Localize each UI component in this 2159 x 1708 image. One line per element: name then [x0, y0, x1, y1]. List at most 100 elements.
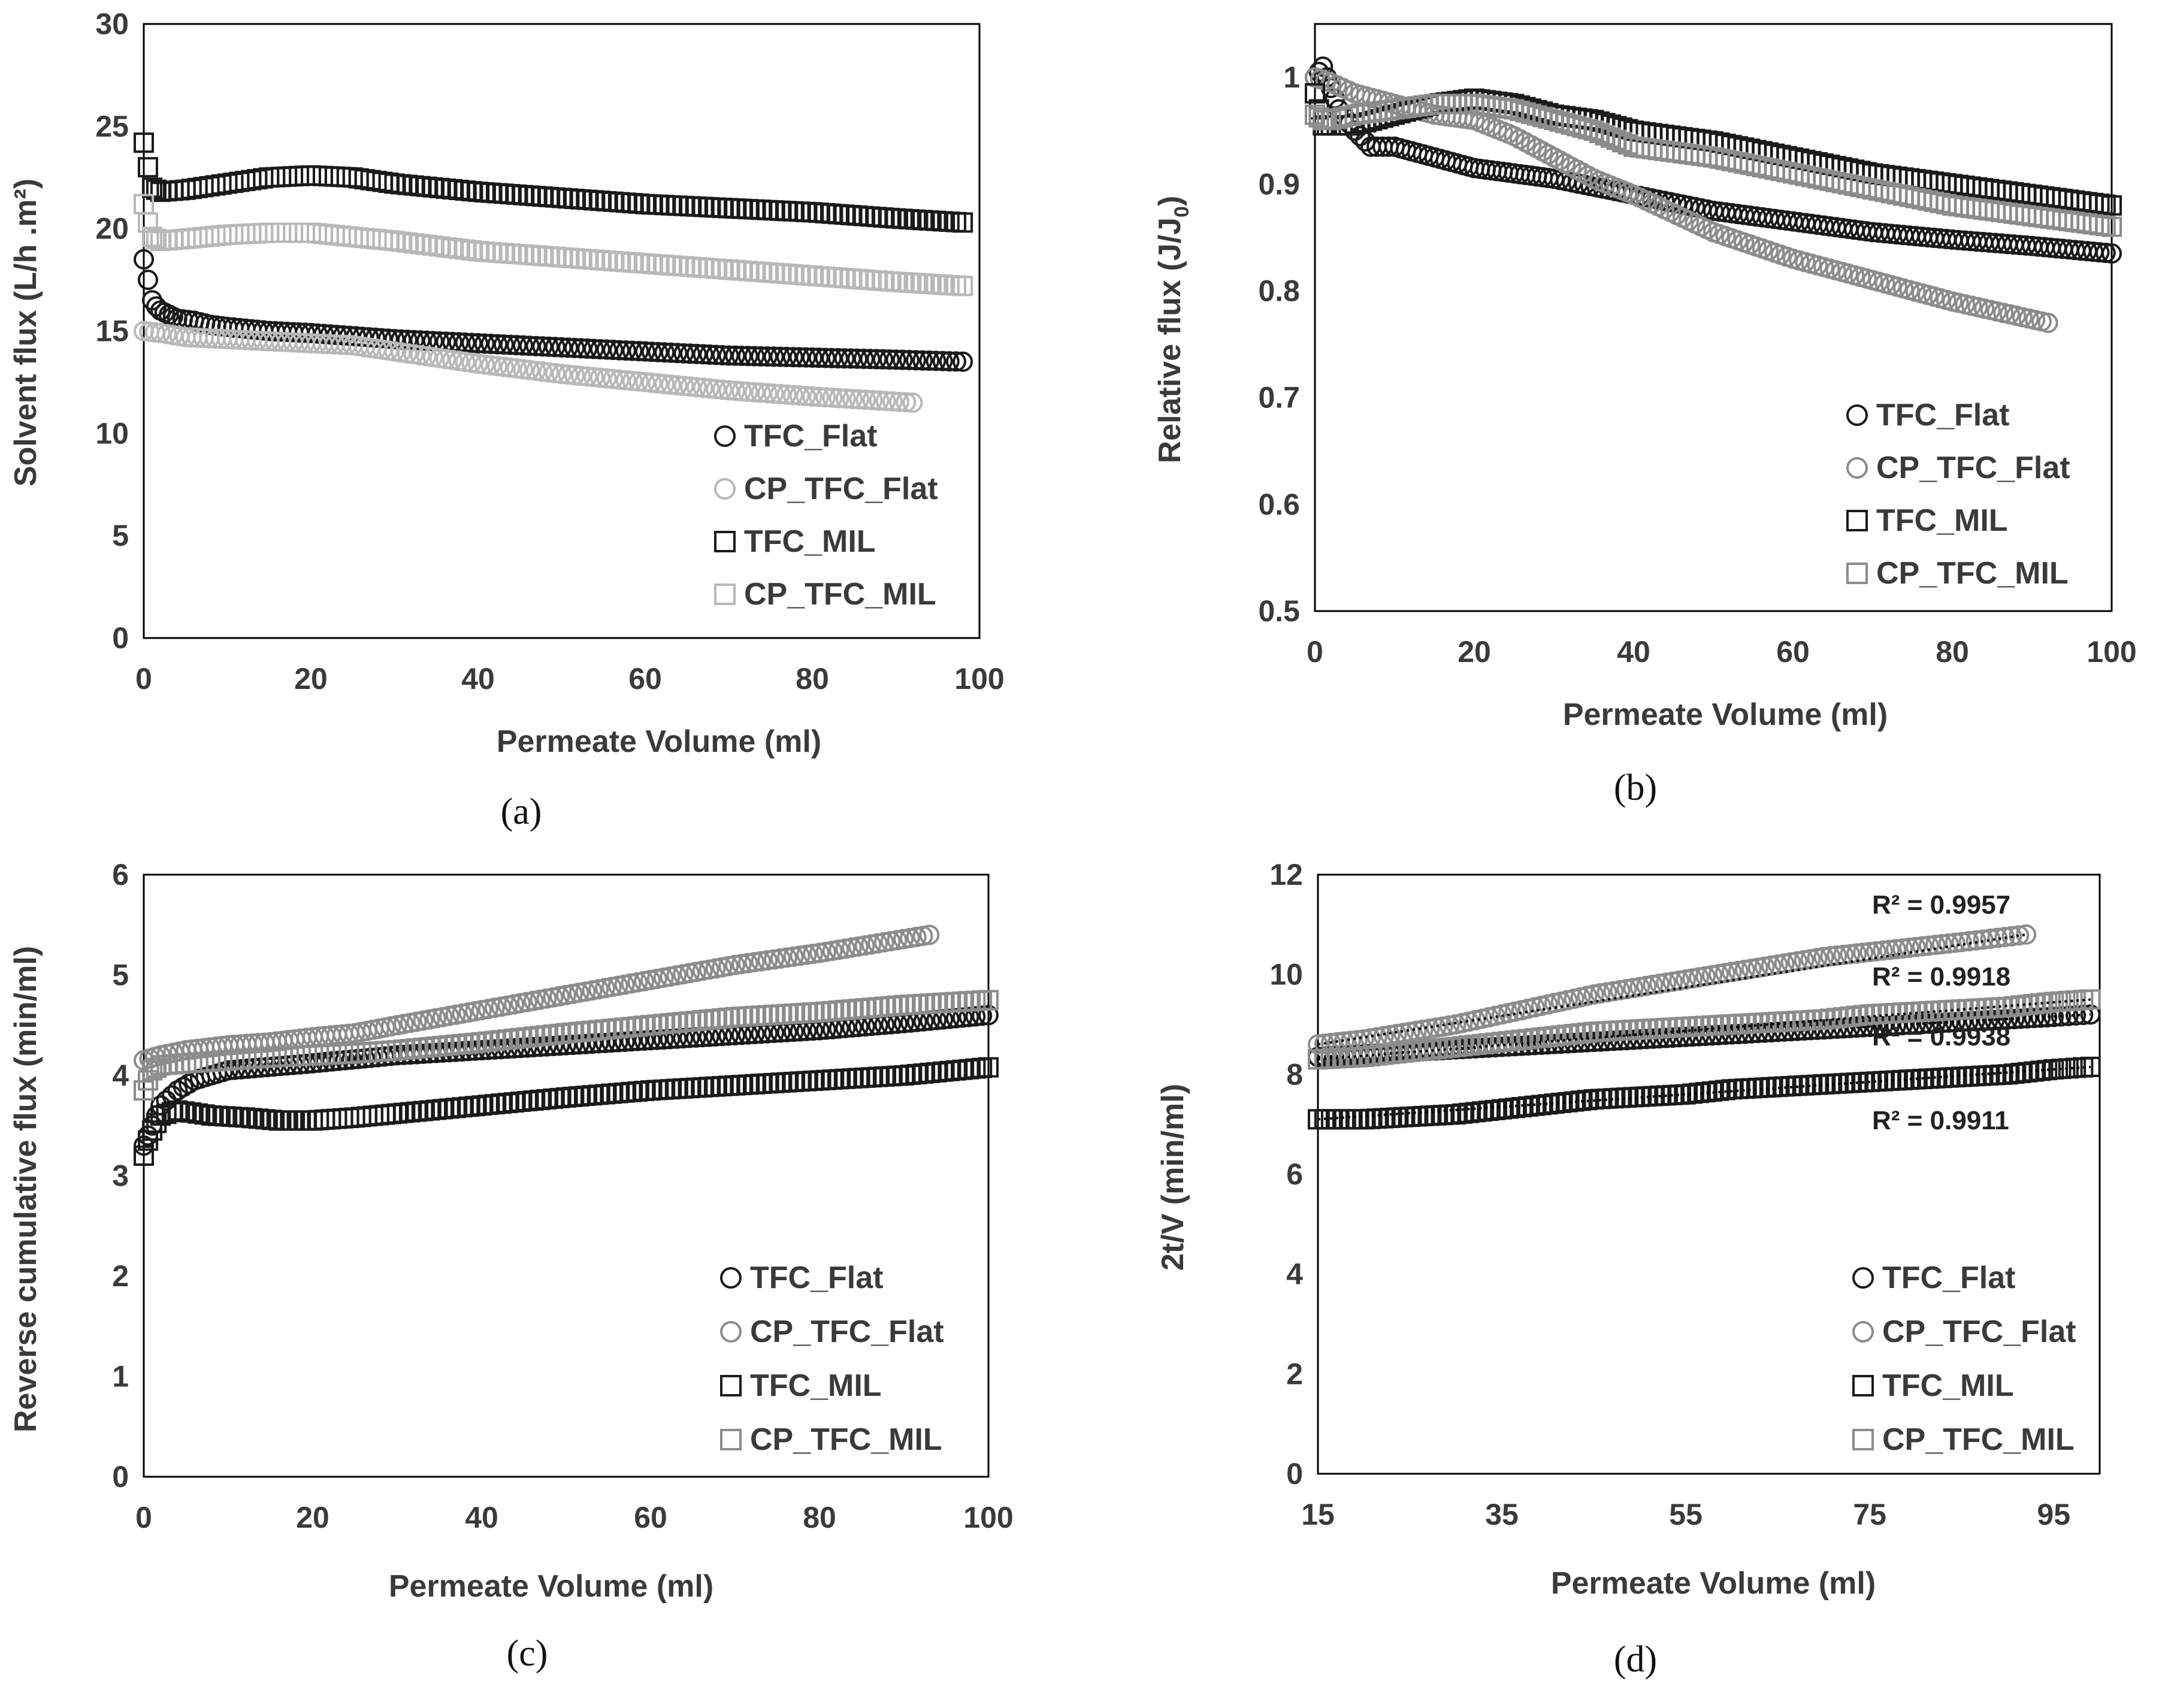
data-point [693, 344, 713, 365]
data-point [646, 1029, 667, 1050]
data-point [1432, 1016, 1453, 1037]
data-point [776, 384, 797, 405]
data-point [855, 389, 876, 410]
data-point [875, 391, 896, 412]
x-tick-label: 100 [2087, 635, 2136, 669]
x-tick-label: 100 [963, 1501, 1013, 1534]
data-point [841, 937, 862, 958]
data-point [1938, 1012, 1959, 1033]
data-point [603, 340, 624, 361]
x-tick-label: 40 [461, 662, 495, 696]
data-point [1879, 939, 1900, 960]
data-point [391, 342, 412, 363]
legend-marker-square [720, 1375, 742, 1396]
data-point [699, 344, 720, 365]
data-point [809, 386, 830, 407]
data-point [712, 379, 733, 400]
data-point [615, 370, 636, 391]
y-tick-label: 6 [1286, 1157, 1303, 1191]
data-point [146, 179, 167, 200]
data-point [654, 374, 675, 395]
data-point [660, 342, 681, 363]
legend-marker-square [720, 1429, 742, 1450]
data-point [1853, 942, 1874, 963]
data-point [1827, 945, 1847, 966]
data-point [1701, 965, 1722, 985]
data-point [455, 332, 476, 353]
data-point [1596, 982, 1617, 1003]
data-point [952, 212, 973, 233]
data-point [589, 338, 610, 359]
legend-label: TFC_MIL [1882, 1368, 2014, 1403]
data-point [932, 350, 953, 371]
legend-label: TFC_Flat [1882, 1260, 2015, 1295]
data-point [627, 1030, 648, 1051]
data-point [455, 352, 476, 373]
data-point [906, 927, 927, 948]
legend-label: TFC_MIL [750, 1368, 882, 1403]
data-point [513, 335, 534, 356]
y-tick-label: 30 [95, 7, 129, 41]
data-point [377, 328, 398, 349]
y-axis-title: Relative flux (J/J0) [1153, 196, 1193, 464]
data-point [1925, 935, 1946, 956]
y-tick-label: 0.6 [1258, 488, 1300, 521]
data-point [757, 346, 778, 367]
data-point [410, 344, 431, 365]
data-point [137, 270, 158, 291]
data-point [1334, 1031, 1354, 1052]
data-point [919, 350, 940, 371]
data-point [525, 360, 546, 381]
data-point [718, 380, 739, 401]
legend-marker-square [1852, 1375, 1874, 1396]
data-point [384, 329, 405, 350]
data-point [577, 338, 598, 359]
data-point [506, 358, 527, 379]
plot-area-a [143, 23, 981, 639]
y-axis-title: Solvent flux (L/h .m²) [8, 179, 43, 486]
data-point [1912, 936, 1933, 957]
data-point [706, 379, 727, 400]
data-point [869, 390, 890, 411]
data-point [1761, 955, 1782, 976]
data-point [558, 337, 579, 358]
data-point [744, 346, 765, 367]
data-point [448, 350, 469, 371]
data-point [1991, 1009, 2012, 1030]
data-point [2095, 243, 2116, 264]
x-axis-title: Permeate Volume (ml) [1551, 1566, 1876, 1601]
r-squared-annotation: R² = 0.9911 [1872, 1106, 2009, 1135]
data-point [1649, 974, 1670, 994]
data-point [693, 377, 713, 398]
x-tick-label: 100 [954, 662, 1004, 696]
data-point [952, 276, 973, 297]
data-point [770, 383, 791, 404]
data-point [751, 382, 772, 403]
data-point [1886, 939, 1907, 960]
legend-label: CP_TFC_Flat [1876, 451, 2070, 485]
y-tick-label: 5 [112, 519, 129, 552]
data-point [134, 132, 154, 153]
data-point [1305, 83, 1325, 104]
data-point [952, 1007, 973, 1028]
data-point [958, 1006, 979, 1027]
data-point [134, 1145, 154, 1166]
data-point [1977, 1010, 1998, 1031]
data-point [416, 346, 437, 367]
data-point [1905, 1014, 1926, 1035]
data-point [146, 228, 167, 249]
legend-label: CP_TFC_MIL [1882, 1422, 2075, 1457]
data-point [751, 951, 772, 972]
plot-area-b [1314, 23, 2113, 612]
legend-marker-circle [720, 1321, 742, 1343]
data-point [549, 1035, 570, 1056]
data-point [583, 338, 604, 359]
data-point [1439, 1015, 1460, 1036]
data-point [796, 347, 817, 368]
data-point [1859, 1017, 1880, 1038]
data-point [487, 334, 508, 355]
x-tick-label: 40 [1617, 635, 1650, 669]
data-point [978, 990, 999, 1011]
data-point [1931, 934, 1952, 955]
data-point [889, 391, 910, 412]
